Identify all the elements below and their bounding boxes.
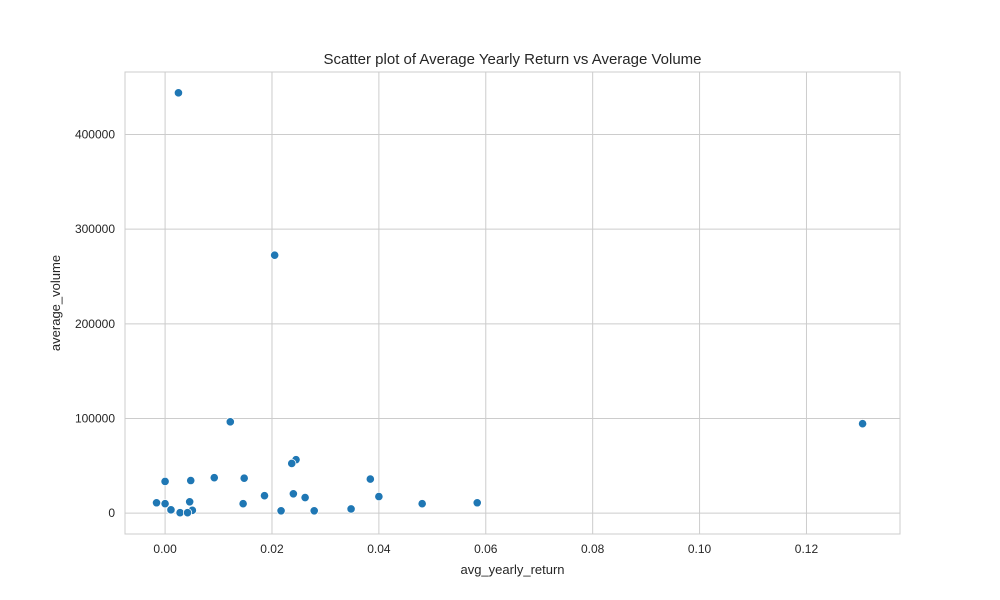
scatter-point [365,474,375,484]
x-tick-label: 0.04 [367,542,391,556]
scatter-point [209,473,219,483]
plot-frame [124,71,901,535]
scatter-point [857,419,868,429]
y-tick-labels: 0 100000 200000 300000 400000 [75,127,115,520]
y-tick-label: 0 [108,506,115,520]
y-tick-label: 200000 [75,317,115,331]
scatter-point [239,473,249,483]
scatter-point [346,504,356,514]
scatter-point [160,499,170,509]
scatter-point [270,250,280,260]
chart-title: Scatter plot of Average Yearly Return vs… [323,51,701,68]
x-tick-label: 0.00 [153,542,177,556]
scatter-point [238,499,248,509]
scatter-point [374,492,384,502]
scatter-point [309,506,319,516]
x-tick-label: 0.10 [688,542,712,556]
x-tick-labels: 0.00 0.02 0.04 0.06 0.08 0.10 0.12 [153,542,818,556]
scatter-point [417,499,427,509]
y-tick-label: 300000 [75,222,115,236]
x-tick-label: 0.12 [795,542,819,556]
scatter-point [173,88,184,98]
scatter-point [160,476,170,487]
x-tick-label: 0.06 [474,542,498,556]
scatter-point [185,497,195,507]
grid-lines [125,72,900,534]
scatter-point [276,506,286,516]
scatter-point [472,498,482,508]
x-tick-label: 0.02 [260,542,284,556]
scatter-point [288,489,298,499]
scatter-point [225,417,235,427]
data-points [151,88,868,518]
scatter-point [259,491,270,501]
scatter-point [166,505,176,515]
scatter-point [182,508,193,518]
scatter-point [300,492,310,503]
plot-area [125,72,900,534]
scatter-point [186,475,196,486]
y-tick-label: 400000 [75,127,115,141]
y-tick-label: 100000 [75,412,115,426]
x-tick-label: 0.08 [581,542,605,556]
y-axis-label: average_volume [48,255,63,351]
scatter-point [151,498,162,508]
scatter-point [287,458,297,469]
x-axis-label: avg_yearly_return [460,562,564,577]
